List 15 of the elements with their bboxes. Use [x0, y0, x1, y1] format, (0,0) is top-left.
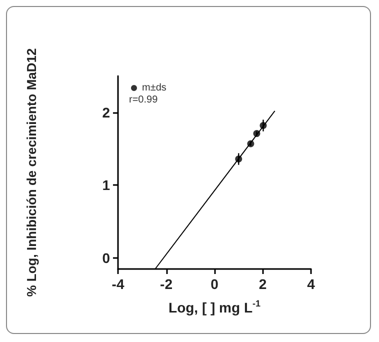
y-tick-label: 2 — [102, 104, 110, 120]
x-tick-label: 2 — [258, 276, 267, 292]
x-tick-label: -2 — [160, 276, 173, 292]
point — [260, 122, 267, 130]
legend-label: m±ds — [142, 82, 166, 94]
x-tick-label: -4 — [112, 276, 124, 292]
point — [253, 130, 260, 138]
x-tick-label: 4 — [307, 276, 316, 292]
x-tick-label: 0 — [210, 276, 219, 292]
point — [235, 156, 242, 163]
y-axis-title: % Log, Inhibición de crecimiento MaD12 — [24, 48, 39, 297]
point — [247, 140, 254, 148]
y-tick-label: 0 — [102, 250, 110, 266]
y-tick-label: 1 — [102, 177, 110, 194]
annotation: r=0.99 — [129, 94, 158, 106]
